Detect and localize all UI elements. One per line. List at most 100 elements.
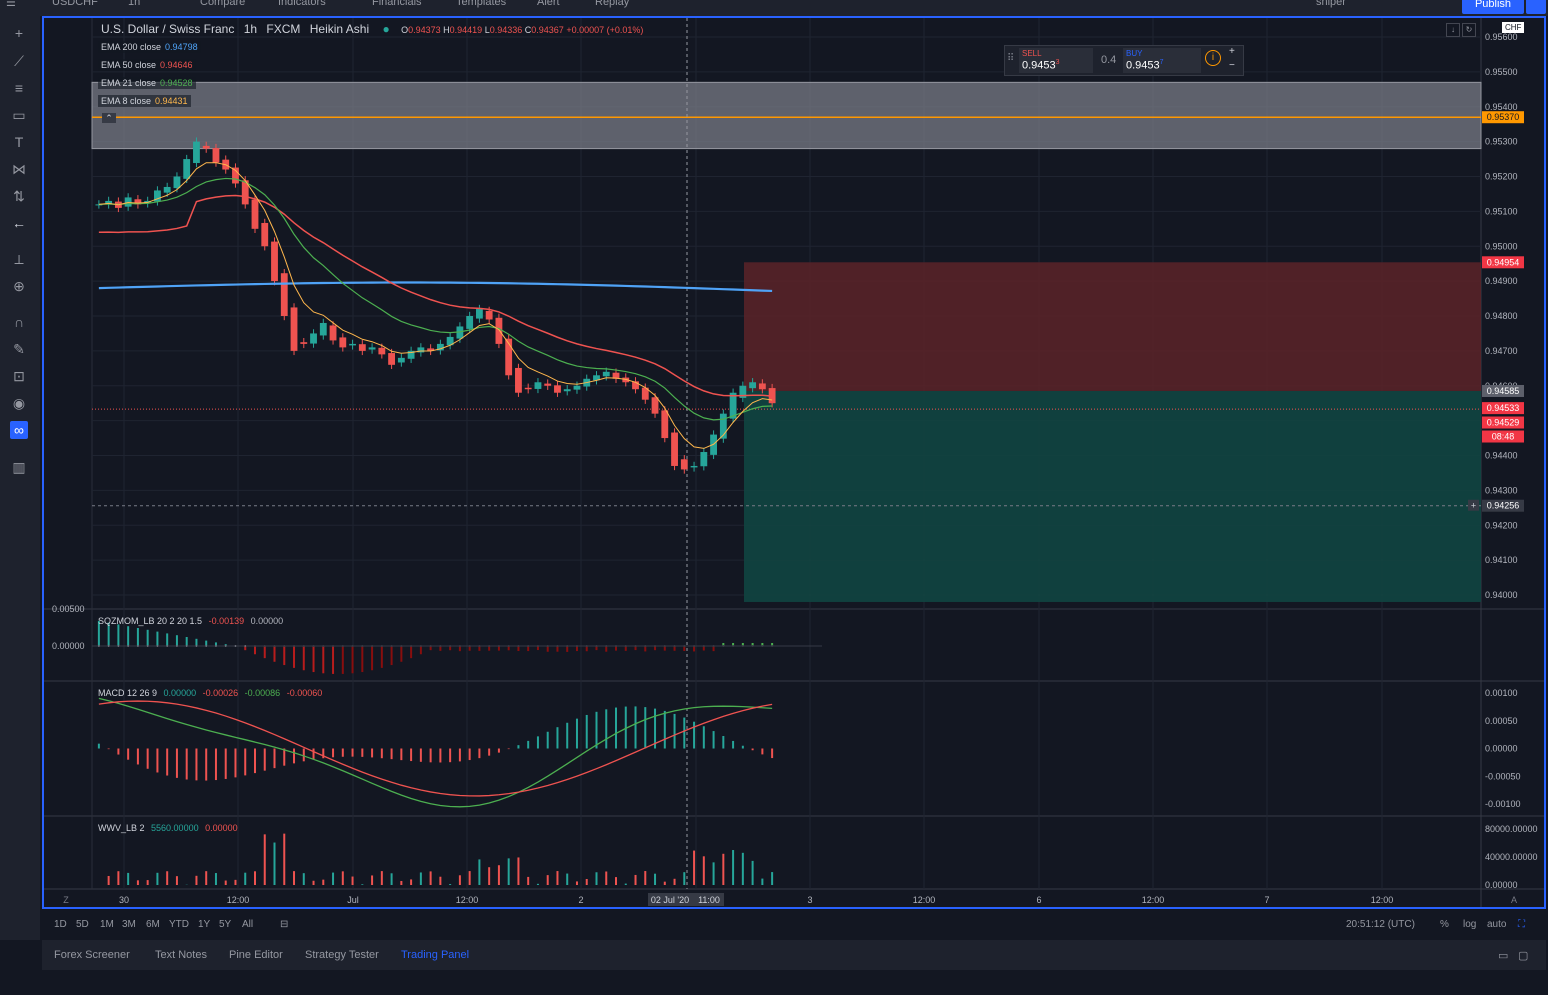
zoom-icon[interactable]: ⊕ (10, 277, 28, 295)
macd-legend[interactable]: MACD 12 26 9 0.00000 -0.00026 -0.00086 -… (98, 688, 322, 698)
wvv-legend[interactable]: WWV_LB 2 5560.00000 0.00000 (98, 823, 238, 833)
link-icon[interactable]: ∞ (10, 421, 28, 439)
buy-button[interactable]: BUY 0.94537 (1123, 48, 1201, 73)
range-1m[interactable]: 1M (100, 919, 114, 930)
alert-button[interactable]: Alert (537, 0, 560, 8)
drag-handle-icon[interactable]: ⠿ (1007, 53, 1014, 64)
range-3m[interactable]: 3M (122, 919, 136, 930)
range-ytd[interactable]: YTD (169, 919, 189, 930)
auto-toggle[interactable]: auto (1487, 919, 1506, 930)
candle-body (544, 384, 551, 386)
download-icon[interactable]: ↓ (1446, 23, 1460, 37)
ema200-line (99, 283, 772, 291)
top-toolbar: ☰ USDCHF 1h Compare Indicators Financial… (0, 0, 1548, 16)
fullscreen-icon[interactable]: ⛶ (1518, 919, 1525, 930)
trash-icon[interactable]: ▥ (10, 458, 28, 476)
candle-body (310, 333, 317, 343)
chart-canvas[interactable]: 0.95600 0.95500 0.95400 0.95300 0.95200 0.951… (44, 18, 1544, 907)
menu-icon[interactable]: ☰ (6, 0, 16, 9)
spread-value: 0.4 (1101, 54, 1116, 66)
minus-icon[interactable]: − (1229, 60, 1235, 71)
price-axis-label: 0.95100 (1485, 206, 1518, 216)
range-all[interactable]: All (242, 919, 253, 930)
symbol-search[interactable]: USDCHF (52, 0, 98, 8)
collapse-legend-icon[interactable]: ⌃ (102, 113, 116, 123)
range-1d[interactable]: 1D (54, 919, 67, 930)
minimize-panel-icon[interactable]: ▭ (1498, 949, 1508, 962)
candle-body (574, 386, 581, 390)
lock-icon[interactable]: ⊡ (10, 367, 28, 385)
crosshair-icon[interactable]: + (10, 24, 28, 42)
prediction-icon[interactable]: ⇅ (10, 187, 28, 205)
legend-ema21[interactable]: EMA 21 close 0.94528 (98, 77, 196, 89)
time-axis-label: 3 (807, 895, 812, 905)
candle-body (213, 148, 220, 162)
ema50-line (99, 196, 772, 397)
right-axis-badge: A (1511, 895, 1517, 905)
log-toggle[interactable]: log (1463, 919, 1476, 930)
stop-loss-zone (744, 262, 1481, 391)
interval-button[interactable]: 1h (128, 0, 140, 8)
info-icon[interactable]: i (1205, 50, 1221, 66)
indicators-button[interactable]: Indicators (278, 0, 326, 8)
candle-body (164, 187, 171, 193)
range-5y[interactable]: 5Y (219, 919, 231, 930)
range-1y[interactable]: 1Y (198, 919, 210, 930)
candle-body (252, 200, 259, 229)
tab-trading-panel[interactable]: Trading Panel (401, 949, 469, 961)
refresh-icon[interactable]: ↻ (1462, 23, 1476, 37)
legend-ema50[interactable]: EMA 50 close 0.94646 (98, 59, 196, 71)
legend-ema200[interactable]: EMA 200 close 0.94798 (98, 41, 201, 53)
financials-button[interactable]: Financials (372, 0, 422, 8)
squeeze-axis-label: 0.00500 (52, 604, 85, 614)
tab-strategy-tester[interactable]: Strategy Tester (305, 949, 379, 961)
squeeze-legend[interactable]: SQZMOM_LB 20 2 20 1.5 -0.00139 0.00000 (98, 616, 283, 626)
plus-icon[interactable]: + (1229, 46, 1235, 57)
replay-button[interactable]: Replay (595, 0, 629, 8)
layout-name[interactable]: sniper (1316, 0, 1346, 8)
squeeze-axis-label: 0.00000 (52, 641, 85, 651)
crosshair-date: 02 Jul '20 (651, 895, 689, 905)
fib-icon[interactable]: ≡ (10, 79, 28, 97)
goto-date-icon[interactable]: ⊟ (280, 919, 288, 930)
legend-ema8[interactable]: EMA 8 close 0.94431 (98, 95, 191, 107)
macd-axis-label: -0.00100 (1485, 799, 1521, 809)
time-axis-label: 12:00 (1371, 895, 1394, 905)
currency-label[interactable]: CHF (1502, 22, 1524, 33)
eye-icon[interactable]: ◉ (10, 394, 28, 412)
sell-button[interactable]: SELL 0.94533 (1019, 48, 1093, 73)
price-axis-label: 0.94900 (1485, 276, 1518, 286)
price-axis-label: 0.94800 (1485, 311, 1518, 321)
play-icon[interactable] (1526, 0, 1546, 14)
trend-line-icon[interactable]: ⟋ (10, 52, 28, 70)
compare-button[interactable]: Compare (200, 0, 245, 8)
chart-container[interactable]: 0.95600 0.95500 0.95400 0.95300 0.95200 0.951… (42, 16, 1546, 909)
tab-forex-screener[interactable]: Forex Screener (54, 949, 130, 961)
tab-text-notes[interactable]: Text Notes (155, 949, 207, 961)
percent-toggle[interactable]: % (1440, 919, 1449, 930)
wvv-axis-label: 80000.00000 (1485, 824, 1538, 834)
templates-button[interactable]: Templates (456, 0, 506, 8)
magnet-icon[interactable]: ∩ (10, 313, 28, 331)
rectangle-icon[interactable]: ▭ (10, 106, 28, 124)
text-icon[interactable]: T (10, 133, 28, 151)
back-arrow-icon[interactable]: ← (10, 214, 28, 232)
symbol-title[interactable]: U.S. Dollar / Swiss Franc (101, 22, 234, 36)
tab-pine-editor[interactable]: Pine Editor (229, 949, 283, 961)
chart-header: U.S. Dollar / Swiss Franc 1h FXCM Heikin… (98, 21, 646, 37)
pencil-lock-icon[interactable]: ✎ (10, 340, 28, 358)
wvv-axis-label: 0.00000 (1485, 880, 1518, 890)
price-axis-label: 0.95000 (1485, 241, 1518, 251)
publish-button[interactable]: Publish (1462, 0, 1524, 14)
time-axis-label: 12:00 (227, 895, 250, 905)
maximize-panel-icon[interactable]: ▢ (1518, 949, 1528, 962)
price-tag: 0.94533 (1487, 403, 1520, 413)
clock[interactable]: 20:51:12 (UTC) (1346, 919, 1415, 930)
pattern-icon[interactable]: ⋈ (10, 160, 28, 178)
candle-body (486, 311, 493, 320)
macd-axis-label: 0.00050 (1485, 716, 1518, 726)
ruler-icon[interactable]: ⟂ (10, 250, 28, 268)
range-5d[interactable]: 5D (76, 919, 89, 930)
range-6m[interactable]: 6M (146, 919, 160, 930)
candle-body (564, 389, 571, 391)
